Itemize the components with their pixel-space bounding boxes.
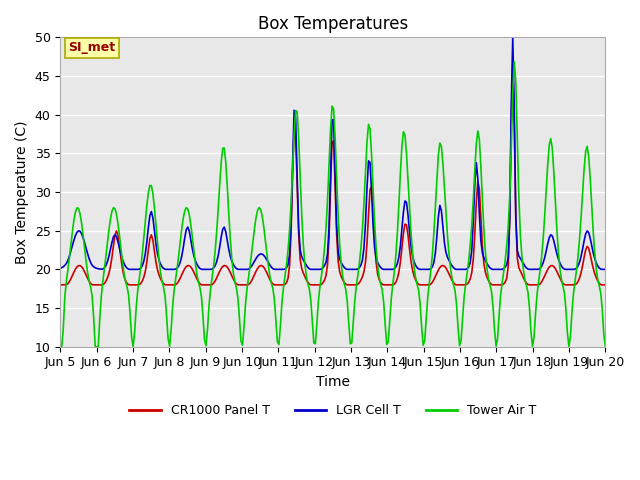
Title: Box Temperatures: Box Temperatures (258, 15, 408, 33)
LGR Cell T (272, 266, 280, 272)
CR1000 Panel T (124, 281, 131, 287)
LGR Cell T (246, 265, 254, 271)
LGR Cell T (602, 266, 609, 272)
LGR Cell T (56, 265, 64, 271)
Line: CR1000 Panel T: CR1000 Panel T (60, 62, 605, 285)
CR1000 Panel T (56, 282, 64, 288)
CR1000 Panel T (509, 60, 516, 65)
LGR Cell T (237, 266, 245, 272)
CR1000 Panel T (602, 282, 609, 288)
Tower Air T (511, 59, 518, 65)
Text: SI_met: SI_met (68, 41, 116, 54)
X-axis label: Time: Time (316, 375, 350, 389)
CR1000 Panel T (573, 281, 580, 287)
Tower Air T (237, 338, 245, 344)
Tower Air T (246, 264, 254, 269)
LGR Cell T (219, 226, 227, 232)
CR1000 Panel T (295, 231, 303, 237)
CR1000 Panel T (237, 282, 245, 288)
CR1000 Panel T (219, 264, 227, 269)
Line: Tower Air T: Tower Air T (60, 62, 605, 347)
LGR Cell T (124, 265, 131, 271)
Tower Air T (295, 135, 303, 141)
LGR Cell T (296, 247, 304, 252)
CR1000 Panel T (246, 280, 254, 286)
Tower Air T (219, 145, 227, 151)
LGR Cell T (574, 263, 582, 269)
Tower Air T (124, 284, 131, 290)
Line: LGR Cell T: LGR Cell T (60, 37, 605, 269)
Legend: CR1000 Panel T, LGR Cell T, Tower Air T: CR1000 Panel T, LGR Cell T, Tower Air T (124, 399, 541, 422)
Tower Air T (602, 344, 609, 349)
LGR Cell T (509, 35, 516, 40)
Y-axis label: Box Temperature (C): Box Temperature (C) (15, 120, 29, 264)
Tower Air T (56, 344, 64, 349)
Tower Air T (573, 267, 580, 273)
